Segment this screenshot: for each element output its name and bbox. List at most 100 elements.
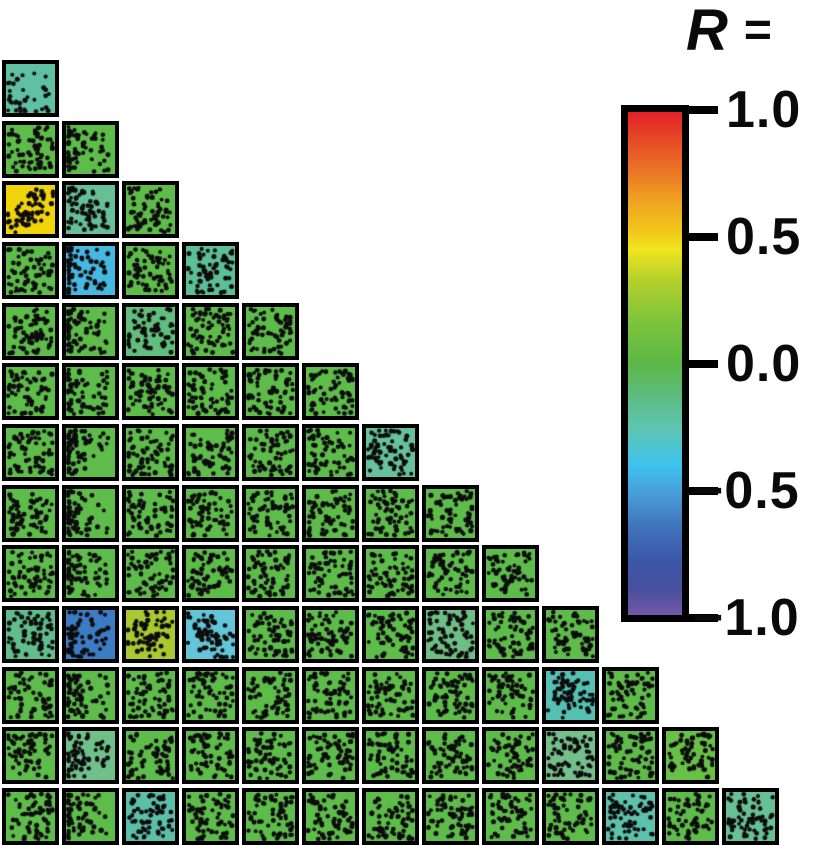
colorbar-title: R = [686, 2, 772, 60]
matrix-cell [482, 545, 539, 603]
matrix-cell [182, 363, 239, 421]
matrix-cell [122, 302, 179, 360]
matrix-cell [182, 606, 239, 664]
matrix-cell [62, 606, 119, 664]
matrix-cell [422, 545, 479, 603]
matrix-cell [422, 727, 479, 785]
matrix-cell [2, 484, 59, 542]
colorbar-tick-label: 1.0 [726, 81, 802, 139]
matrix-cell [62, 181, 119, 239]
matrix-cell [2, 181, 59, 239]
matrix-cell [302, 606, 359, 664]
colorbar-tick-label: 0.0 [726, 335, 802, 393]
colorbar-tick [687, 487, 718, 495]
matrix-cell [182, 242, 239, 299]
matrix-cell [362, 727, 419, 785]
matrix-cell [62, 727, 119, 785]
matrix-cell [62, 666, 119, 724]
matrix-cell [242, 788, 299, 845]
matrix-cell [482, 666, 539, 724]
matrix-cell [122, 363, 179, 421]
matrix-cell [362, 666, 419, 724]
matrix-cell [302, 363, 359, 421]
matrix-cell [182, 545, 239, 603]
matrix-cell [242, 363, 299, 421]
matrix-cell [542, 606, 599, 664]
matrix-cell [62, 484, 119, 542]
matrix-cell [122, 545, 179, 603]
matrix-cell [62, 242, 119, 299]
colorbar-title-symbol: R [686, 0, 728, 63]
matrix-cell [482, 788, 539, 845]
colorbar-tick [687, 106, 718, 114]
matrix-cell [362, 424, 419, 482]
matrix-cell [422, 484, 479, 542]
matrix-cell [242, 666, 299, 724]
matrix-cell [62, 120, 119, 178]
matrix-cell [2, 120, 59, 178]
matrix-cell [2, 302, 59, 360]
matrix-cell [362, 788, 419, 845]
matrix-cell [722, 788, 779, 845]
matrix-cell [122, 181, 179, 239]
matrix-cell [182, 666, 239, 724]
matrix-cell [62, 788, 119, 845]
matrix-cell [542, 666, 599, 724]
matrix-cell [2, 545, 59, 603]
matrix-cell [542, 727, 599, 785]
matrix-cell [122, 727, 179, 785]
matrix-cell [602, 788, 659, 845]
matrix-cell [2, 424, 59, 482]
matrix-cell [62, 545, 119, 603]
matrix-cell [2, 727, 59, 785]
matrix-cell [242, 302, 299, 360]
matrix-cell [182, 302, 239, 360]
matrix-cell [242, 727, 299, 785]
matrix-cell [302, 788, 359, 845]
matrix-cell [422, 788, 479, 845]
matrix-cell [302, 666, 359, 724]
colorbar-tick [687, 233, 718, 241]
matrix-cell [2, 788, 59, 845]
matrix-cell [242, 484, 299, 542]
matrix-cell [122, 484, 179, 542]
matrix-cell [122, 242, 179, 299]
matrix-cell [2, 60, 59, 117]
matrix-cell [122, 606, 179, 664]
matrix-cell [422, 666, 479, 724]
matrix-cell [122, 788, 179, 845]
matrix-cell [122, 666, 179, 724]
matrix-cell [122, 424, 179, 482]
matrix-cell [362, 606, 419, 664]
colorbar-tick-label: 0.5 [726, 208, 802, 266]
matrix-cell [182, 484, 239, 542]
matrix-cell [62, 302, 119, 360]
matrix-cell [362, 545, 419, 603]
matrix-cell [2, 606, 59, 664]
matrix-cell [182, 727, 239, 785]
matrix-cell [302, 727, 359, 785]
matrix-cell [602, 727, 659, 785]
colorbar-tick [687, 360, 718, 368]
matrix-cell [182, 788, 239, 845]
matrix-cell [62, 424, 119, 482]
matrix-cell [542, 788, 599, 845]
colorbar-tick-label: −1.0 [693, 589, 800, 647]
matrix-cell [662, 788, 719, 845]
colorbar-title-equals: = [743, 4, 772, 57]
matrix-cell [482, 606, 539, 664]
matrix-cell [2, 666, 59, 724]
matrix-cell [182, 424, 239, 482]
colorbar-gradient [628, 112, 682, 615]
matrix-cell [302, 484, 359, 542]
matrix-cell [482, 727, 539, 785]
matrix-cell [242, 606, 299, 664]
matrix-cell [602, 666, 659, 724]
colorbar [621, 105, 689, 622]
matrix-cell [422, 606, 479, 664]
matrix-cell [2, 242, 59, 299]
matrix-cell [302, 424, 359, 482]
matrix-cell [242, 424, 299, 482]
matrix-cell [362, 484, 419, 542]
